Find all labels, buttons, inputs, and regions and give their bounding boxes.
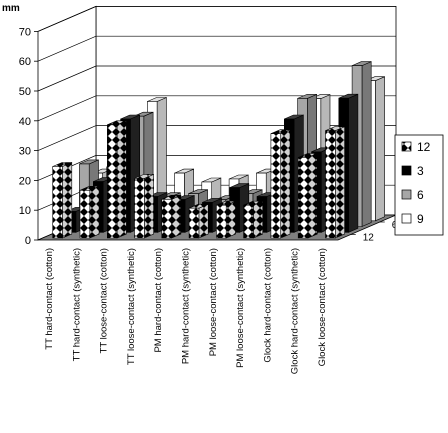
legend: 12 3 6 9 (394, 134, 444, 236)
category-label: TT loose-contact (cotton) (99, 248, 110, 353)
category-label: Glock loose-contact (cotton) (317, 248, 328, 366)
category-label: Glock hard-contact (synthetic) (290, 248, 301, 374)
bar (52, 162, 73, 239)
bar (161, 194, 182, 239)
legend-label: 3 (417, 164, 424, 178)
legend-label: 12 (417, 140, 431, 154)
x-axis-categories: TT hard-contact (cotton) TT hard-contact … (44, 248, 328, 374)
bar (107, 120, 127, 239)
y-tick-label: 40 (19, 116, 31, 128)
legend-label: 6 (417, 188, 424, 202)
bars (52, 61, 385, 239)
bar (188, 203, 209, 239)
bar (79, 185, 100, 239)
y-tick-label: 30 (19, 146, 31, 158)
y-tick-label: 60 (19, 56, 31, 68)
bar (270, 129, 291, 239)
depth-label: 12 (363, 233, 375, 244)
legend-swatch (401, 165, 412, 176)
category-label: PM hard-contact (synthetic) (181, 248, 192, 364)
y-tick-label: 10 (19, 205, 31, 217)
y-tick-label: 50 (19, 86, 31, 98)
y-axis-label: mm (2, 3, 20, 14)
category-label: PM loose-contact (synthetic) (235, 248, 246, 368)
y-axis-ticks: 0 10 20 30 40 50 60 70 (19, 26, 38, 247)
category-label: PM hard-contact (cotton) (153, 248, 164, 353)
bar (216, 200, 236, 239)
gridline (37, 95, 396, 122)
legend-label: 9 (417, 212, 424, 226)
y-tick-label: 20 (19, 175, 31, 187)
category-label: TT hard-contact (synthetic) (71, 248, 82, 361)
legend-swatch (401, 141, 412, 152)
legend-swatch (401, 213, 412, 224)
category-label: TT hard-contact (cotton) (44, 248, 55, 350)
y-tick-label: 70 (19, 26, 31, 38)
bar (243, 200, 264, 239)
category-label: Glock hard-contact (cotton) (262, 248, 273, 363)
category-label: PM loose-contact (cotton) (208, 248, 219, 356)
gridline (37, 65, 396, 92)
gridline (37, 6, 396, 32)
category-label: TT loose-contact (synthetic) (126, 248, 137, 365)
gridline (37, 35, 396, 62)
bar (134, 173, 154, 239)
bar (325, 126, 345, 239)
bar (297, 153, 318, 239)
y-tick-label: 0 (25, 235, 31, 247)
legend-swatch (401, 189, 412, 200)
